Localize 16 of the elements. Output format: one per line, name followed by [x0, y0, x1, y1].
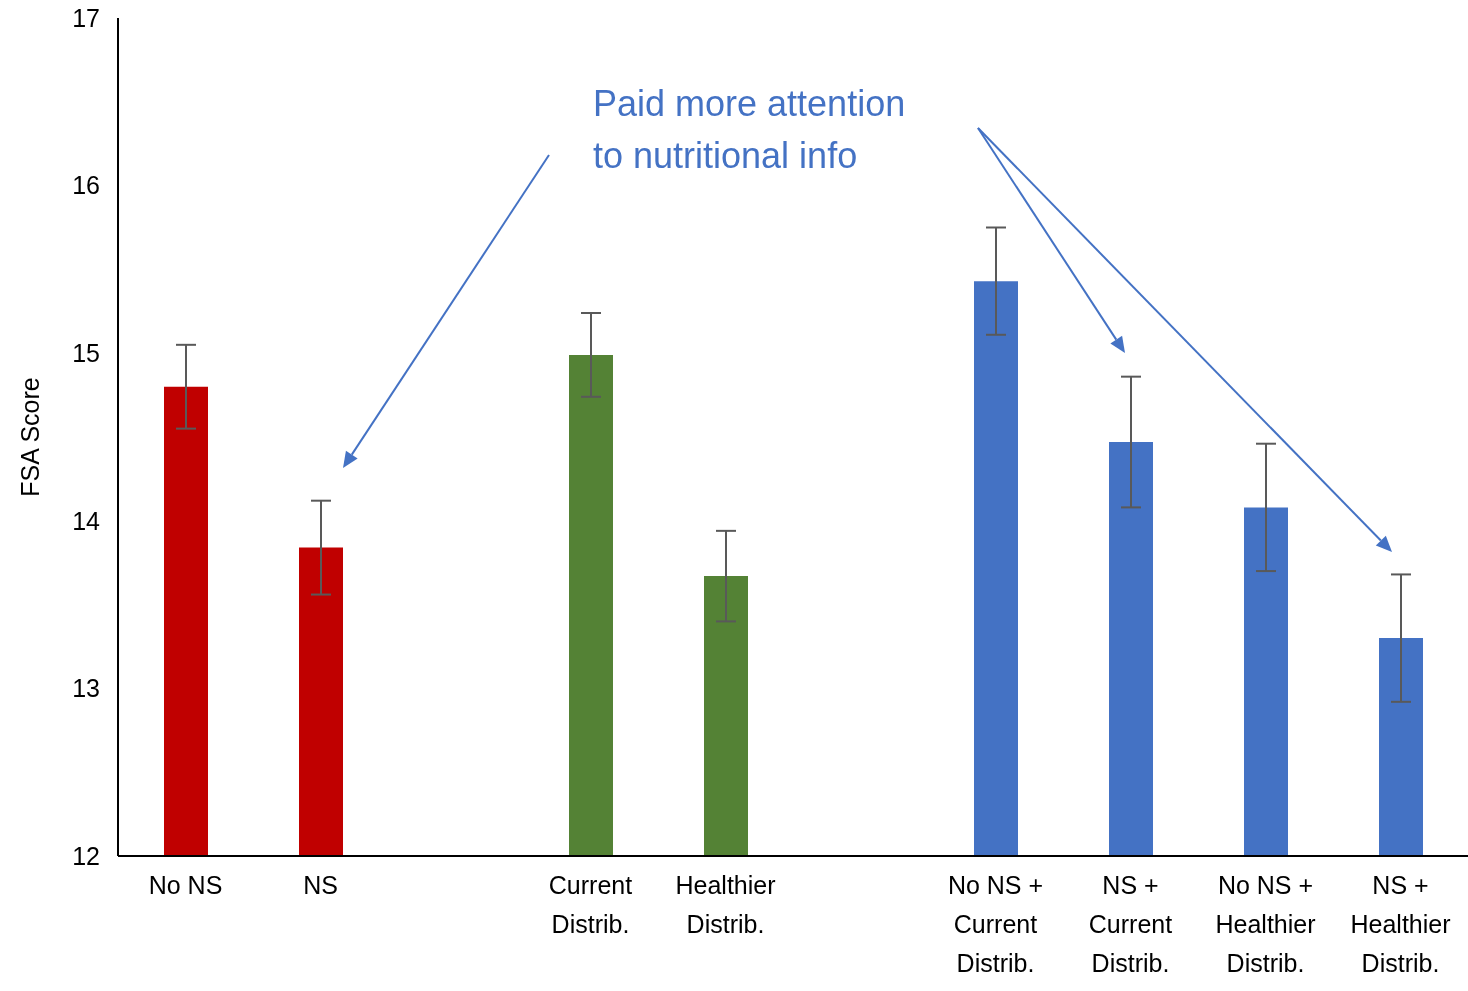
x-tick-label: NS + Current Distrib. — [1088, 871, 1173, 977]
x-tick-label: No NS + Healthier Distrib. — [1215, 871, 1316, 977]
x-tick-label: No NS + Current Distrib. — [947, 871, 1044, 977]
x-tick-label: NS + Healthier Distrib. — [1350, 871, 1451, 977]
y-tick-label: 16 — [72, 171, 100, 200]
x-tick-label: No NS — [148, 871, 223, 899]
y-tick-label: 13 — [72, 674, 100, 703]
y-tick-label: 15 — [72, 339, 100, 368]
x-tick-label: NS — [303, 871, 338, 899]
y-axis-title: FSA Score — [15, 377, 44, 497]
x-tick-label: Current Distrib. — [548, 871, 633, 938]
annotation: Paid more attention to nutritional info — [593, 82, 906, 178]
y-tick-label: 14 — [72, 506, 101, 535]
x-tick-label: Healthier Distrib. — [675, 871, 776, 938]
y-tick-label: 17 — [72, 3, 100, 32]
y-tick-label: 12 — [72, 841, 100, 870]
